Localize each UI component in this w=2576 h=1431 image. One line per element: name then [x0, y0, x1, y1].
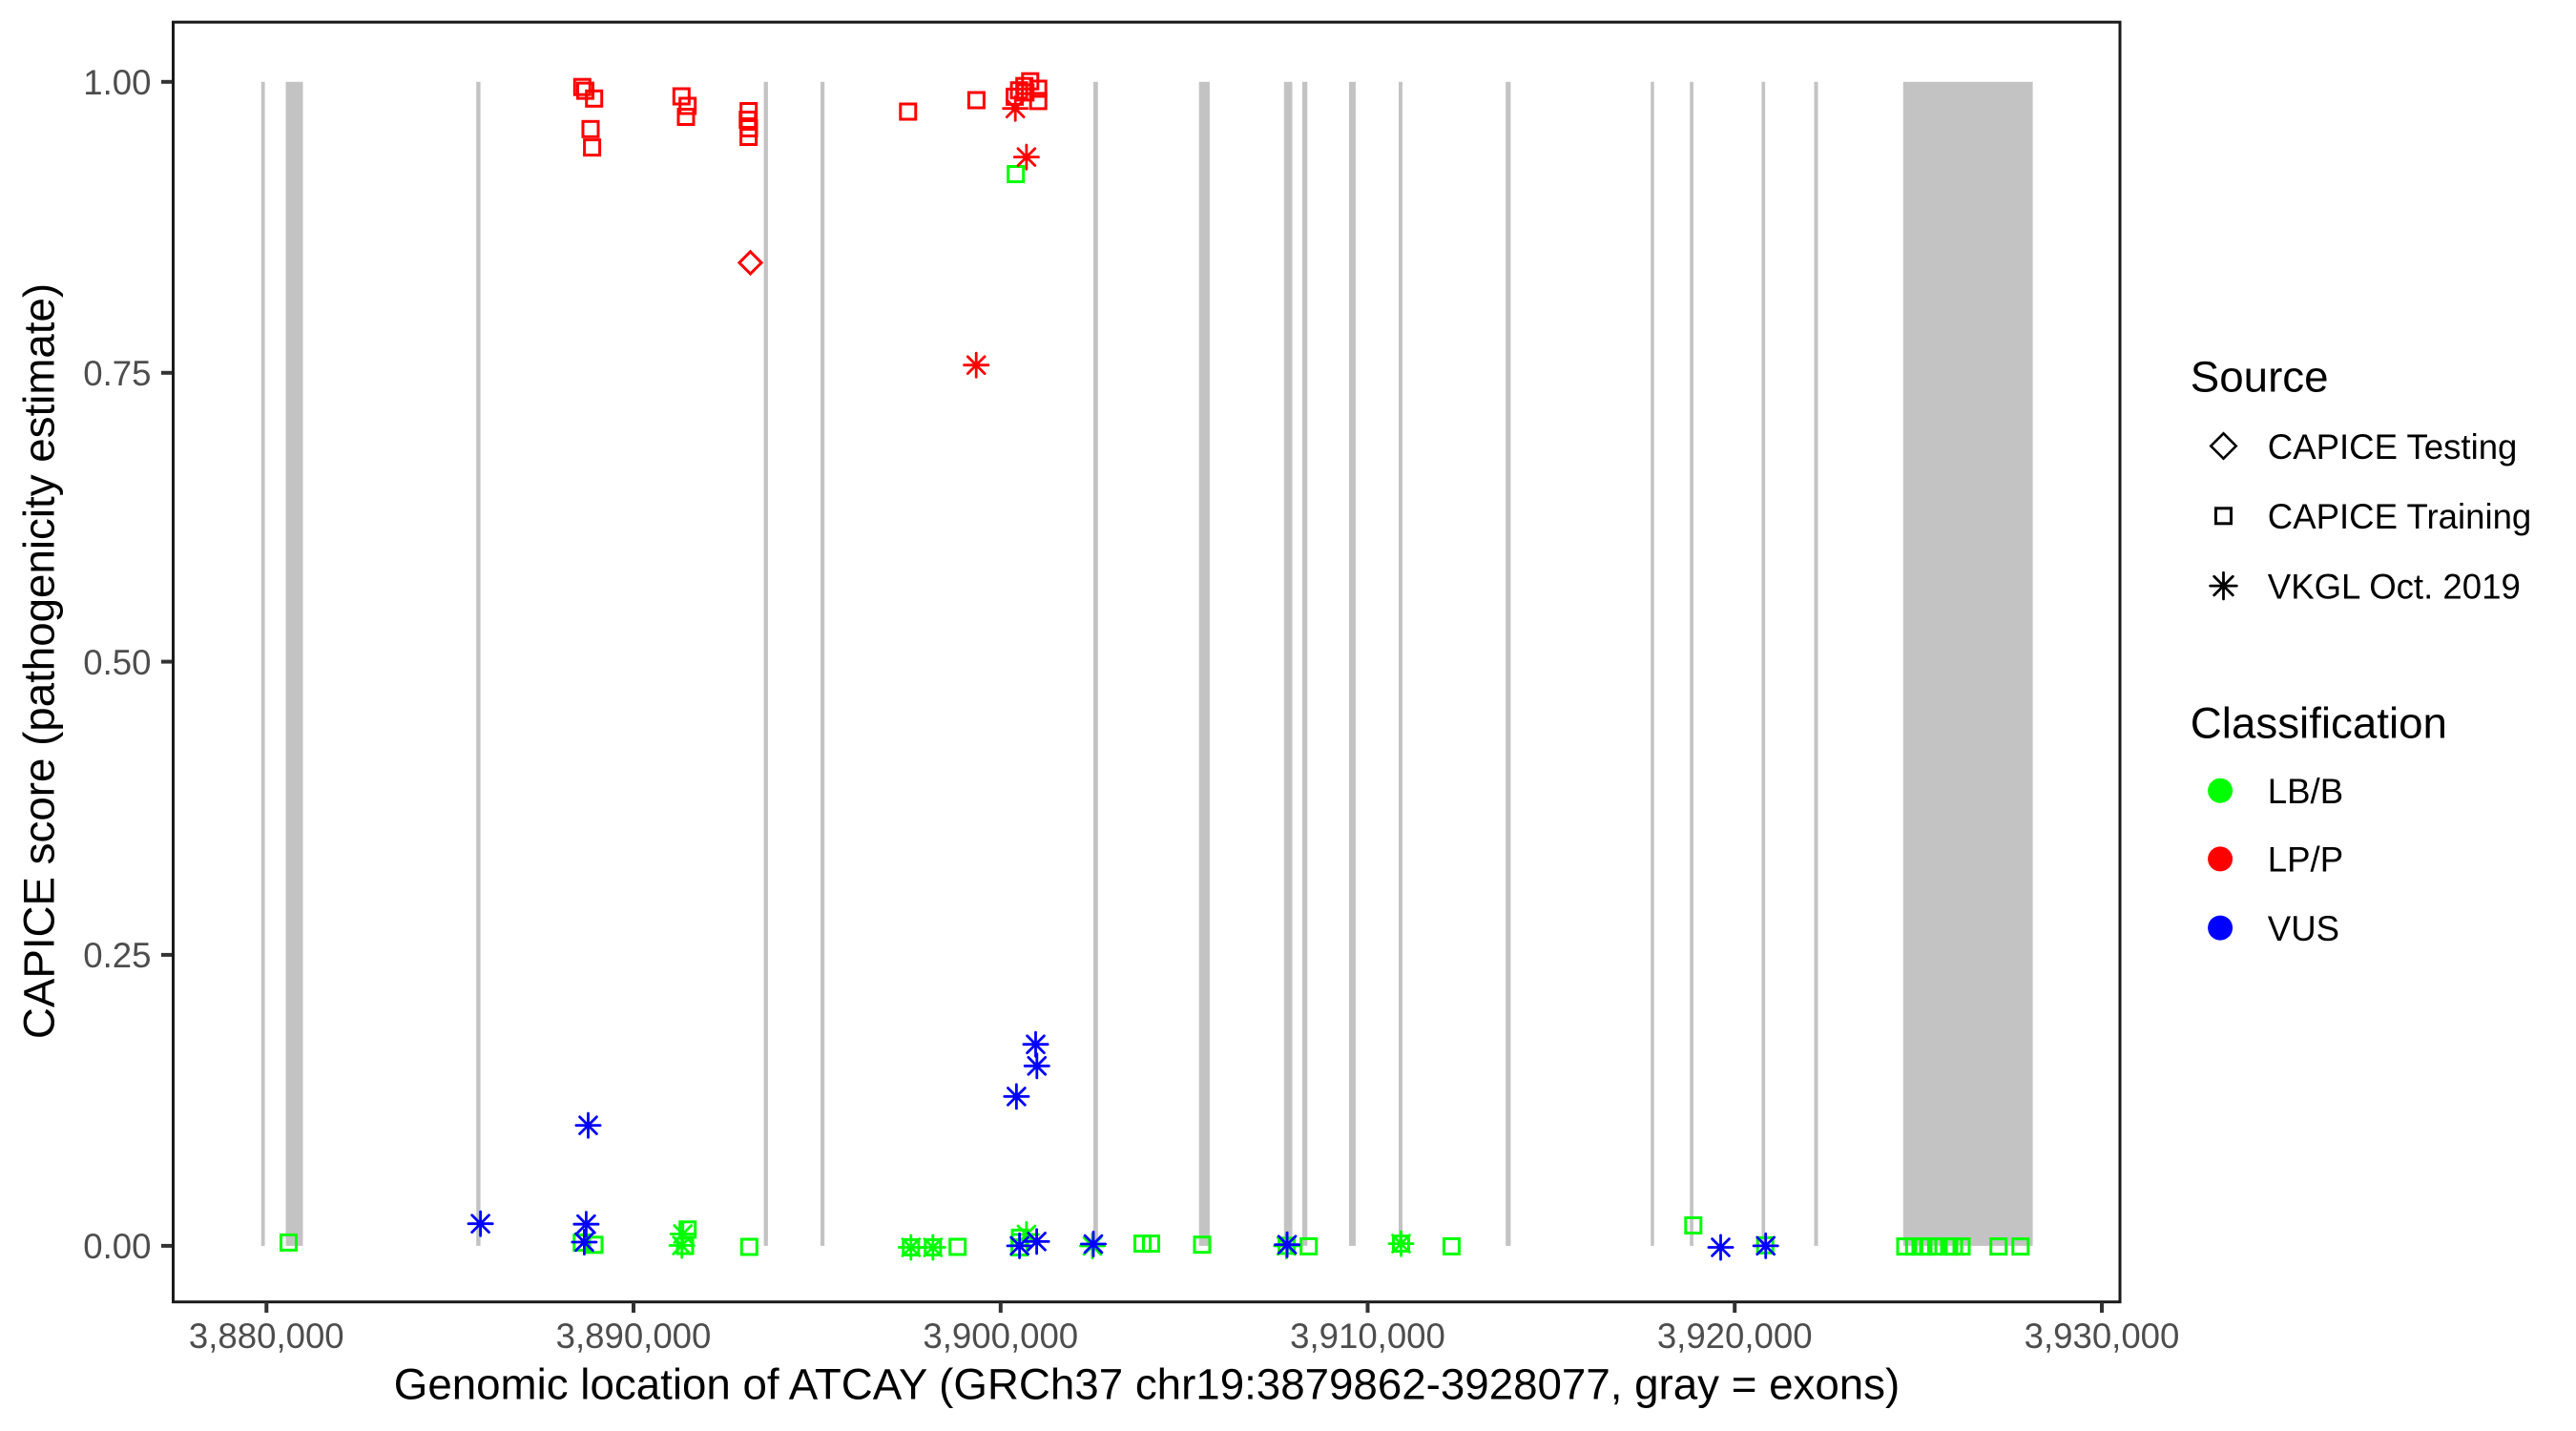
svg-text:3,920,000: 3,920,000 [1657, 1317, 1813, 1356]
svg-text:0.00: 0.00 [83, 1227, 151, 1266]
svg-text:0.75: 0.75 [83, 354, 151, 393]
svg-text:3,880,000: 3,880,000 [189, 1317, 344, 1356]
svg-text:CAPICE Testing: CAPICE Testing [2268, 427, 2518, 467]
svg-text:VKGL Oct. 2019: VKGL Oct. 2019 [2268, 567, 2521, 606]
svg-text:LB/B: LB/B [2268, 772, 2343, 811]
svg-text:1.00: 1.00 [83, 63, 151, 102]
svg-text:Genomic location of ATCAY (GRC: Genomic location of ATCAY (GRCh37 chr19:… [394, 1360, 1900, 1409]
svg-text:LP/P: LP/P [2268, 840, 2343, 880]
svg-text:CAPICE score (pathogenicity es: CAPICE score (pathogenicity estimate) [15, 283, 64, 1039]
svg-text:3,900,000: 3,900,000 [923, 1317, 1078, 1356]
svg-text:Classification: Classification [2191, 699, 2447, 748]
svg-text:0.50: 0.50 [83, 643, 151, 682]
svg-text:VUS: VUS [2268, 909, 2339, 948]
svg-text:3,890,000: 3,890,000 [556, 1317, 712, 1356]
svg-text:Source: Source [2191, 353, 2329, 402]
svg-text:3,910,000: 3,910,000 [1290, 1317, 1445, 1356]
svg-text:0.25: 0.25 [83, 936, 151, 975]
svg-text:CAPICE Training: CAPICE Training [2268, 497, 2531, 536]
svg-text:3,930,000: 3,930,000 [2025, 1317, 2180, 1356]
